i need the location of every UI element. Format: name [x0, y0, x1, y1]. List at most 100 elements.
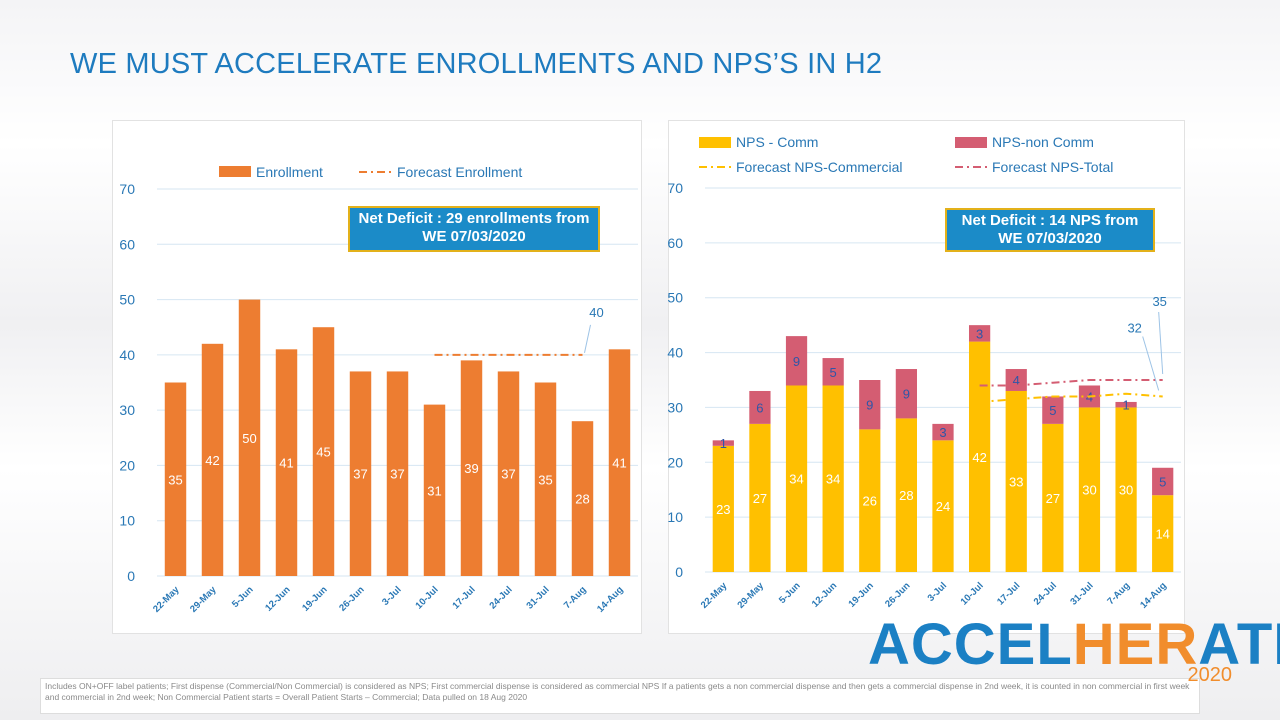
nps-comm-data-label: 23 [716, 502, 730, 517]
y-tick-label: 40 [119, 347, 135, 363]
logo-wordmark: ACCELHERATE [868, 612, 1280, 677]
y-tick-label: 20 [119, 457, 135, 473]
nps-comm-bar [1005, 390, 1027, 572]
nps-noncomm-bar [932, 423, 954, 441]
legend-label-enrollment: Enrollment [256, 164, 323, 180]
nps-comm-bar [895, 418, 918, 572]
nps-comm-bar [859, 429, 881, 572]
nps-noncomm-bar [1152, 467, 1174, 496]
nps-comm-bar [749, 423, 771, 572]
nps-comm-bar [785, 385, 808, 572]
nps-noncomm-data-label: 3 [976, 326, 983, 341]
nps-noncomm-bar [822, 358, 844, 386]
x-tick-label: 22-May [699, 580, 730, 611]
nps-noncomm-bar [749, 390, 771, 424]
forecast-annotation-leader [584, 324, 591, 353]
enrollment-data-label: 35 [168, 472, 182, 487]
x-tick-label: 12-Jun [810, 580, 840, 610]
y-tick-label: 70 [667, 180, 683, 196]
nps-comm-data-label: 34 [826, 472, 840, 487]
accelherate-logo: ACCELHERATE 2020 [868, 614, 1280, 690]
nps-noncomm-data-label: 6 [756, 400, 763, 415]
x-tick-label: 31-Jul [1068, 580, 1095, 607]
nps-noncomm-bar [859, 380, 881, 430]
nps-deficit-callout: Net Deficit : 14 NPS from WE 07/03/2020 [945, 208, 1155, 252]
enrollment-chart-panel: 0 10 20 30 40 50 60 70 22-May 29-May 5-Jun 12-Jun 19… [112, 120, 642, 634]
nps-comm-data-label: 33 [1009, 474, 1023, 489]
nps-comm-bar [712, 445, 734, 572]
x-tick-label: 26-Jun [337, 584, 367, 614]
forecast-nps-commercial-line [979, 392, 1163, 403]
nps-noncomm-bar [785, 336, 808, 386]
nps-noncomm-data-label: 5 [1159, 474, 1166, 489]
x-tick-label: 31-Jul [524, 584, 551, 611]
nps-comm-data-label: 26 [863, 494, 877, 509]
enrollment-bar [571, 421, 594, 576]
legend-label-forecast-total: Forecast NPS-Total [992, 159, 1113, 175]
x-tick-label: 14-Aug [1138, 580, 1169, 611]
x-tick-label: 5-Jun [230, 584, 256, 610]
x-tick-label: 5-Jun [777, 580, 803, 606]
enrollment-bar [238, 299, 261, 576]
enrollment-data-label: 41 [612, 456, 626, 471]
x-tick-label: 24-Jul [487, 584, 514, 611]
nps-comm-bar [1152, 495, 1174, 572]
y-tick-label: 10 [119, 513, 135, 529]
nps-comm-bar [1078, 407, 1101, 572]
y-tick-label: 30 [119, 402, 135, 418]
x-tick-label: 29-May [188, 584, 219, 615]
enrollment-data-label: 50 [242, 431, 256, 446]
enrollment-data-label: 28 [575, 492, 589, 507]
nps-noncomm-data-label: 5 [830, 365, 837, 380]
enrollment-bar [312, 327, 335, 576]
annotation-leader-comm [1142, 336, 1160, 391]
enrollment-bar [460, 360, 483, 576]
y-tick-label: 0 [675, 564, 683, 580]
enrollment-data-label: 37 [390, 467, 404, 482]
enrollment-data-label: 31 [427, 483, 441, 498]
footnote: Includes ON+OFF label patients; First di… [40, 678, 1200, 714]
legend-swatch-enrollment [219, 166, 251, 177]
nps-comm-data-label: 27 [753, 491, 767, 506]
enrollment-data-label: 39 [464, 461, 478, 476]
enrollment-bar [608, 349, 631, 576]
nps-comm-bar [932, 440, 954, 572]
nps-noncomm-data-label: 4 [1013, 373, 1020, 388]
enrollment-bar [386, 371, 409, 576]
enrollment-bar [201, 343, 224, 576]
y-tick-label: 50 [119, 292, 135, 308]
annotation-forecast-total: 35 [1152, 294, 1166, 309]
x-tick-label: 3-Jul [926, 580, 949, 603]
x-tick-label: 22-May [151, 584, 182, 615]
nps-comm-data-label: 30 [1119, 483, 1133, 498]
legend-label-nps-comm: NPS - Comm [736, 134, 818, 150]
nps-comm-data-label: 14 [1155, 527, 1169, 542]
slide-title: WE MUST ACCELERATE ENROLLMENTS AND NPS’S… [70, 48, 883, 80]
nps-noncomm-bar [1115, 401, 1137, 408]
x-tick-label: 17-Jul [450, 584, 477, 611]
nps-noncomm-data-label: 3 [939, 425, 946, 440]
nps-comm-bar [822, 385, 844, 572]
x-tick-label: 7-Aug [562, 584, 589, 611]
nps-noncomm-data-label: 9 [866, 398, 873, 413]
x-tick-label: 17-Jul [995, 580, 1022, 607]
enrollment-bar [275, 349, 298, 576]
y-tick-label: 10 [667, 509, 683, 525]
nps-comm-bar [968, 341, 991, 572]
x-tick-label: 29-May [735, 580, 766, 611]
nps-noncomm-bar [712, 440, 734, 446]
x-tick-label: 3-Jul [380, 584, 403, 607]
nps-comm-data-label: 30 [1082, 483, 1096, 498]
y-tick-label: 70 [119, 181, 135, 197]
legend-label-forecast: Forecast Enrollment [397, 164, 522, 180]
forecast-nps-total-line [979, 379, 1163, 387]
enrollment-data-label: 41 [279, 456, 293, 471]
x-tick-label: 26-Jun [883, 580, 913, 610]
nps-noncomm-data-label: 1 [1122, 398, 1129, 413]
enrollment-bar [534, 382, 557, 576]
nps-comm-bar [1115, 407, 1137, 572]
y-tick-label: 20 [667, 454, 683, 470]
x-tick-label: 7-Aug [1105, 580, 1132, 607]
x-tick-label: 19-Jun [300, 584, 330, 614]
annotation-leader-total [1158, 311, 1164, 375]
